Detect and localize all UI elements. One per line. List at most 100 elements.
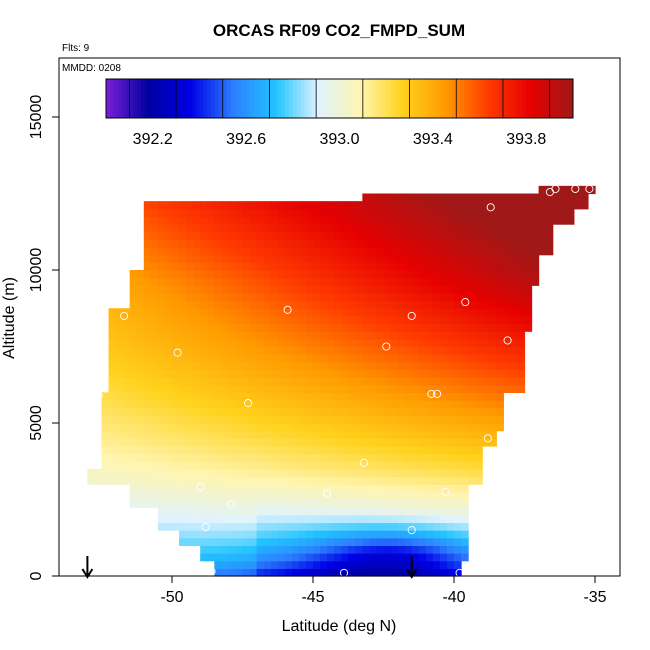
colorbar-tick-label: 393.4: [413, 131, 453, 148]
heatmap-cell: [164, 377, 173, 386]
heatmap-cell: [376, 514, 385, 524]
heatmap-cell: [446, 553, 455, 562]
heatmap-cell: [320, 338, 328, 348]
heatmap-cell: [193, 468, 201, 478]
heatmap-cell: [291, 453, 300, 462]
heatmap-cell: [320, 292, 328, 302]
sample-point: [433, 389, 442, 398]
heatmap-cell: [200, 514, 208, 524]
heatmap-cell: [517, 285, 526, 294]
heatmap-cell: [439, 499, 448, 508]
heatmap-cell: [172, 377, 180, 386]
heatmap-cell: [136, 392, 145, 401]
heatmap-cell: [468, 392, 476, 401]
heatmap-cell: [242, 499, 251, 508]
heatmap-cell: [221, 208, 229, 218]
heatmap-cell: [348, 400, 356, 409]
heatmap-cell: [284, 208, 293, 218]
heatmap-cell: [348, 354, 356, 363]
heatmap-cell: [390, 407, 399, 416]
heatmap-cell: [461, 201, 469, 210]
heatmap-cell: [150, 254, 159, 263]
heatmap-cell: [341, 415, 349, 424]
heatmap-cell: [179, 292, 187, 302]
heatmap-cell: [468, 415, 476, 424]
heatmap-cell: [235, 285, 244, 294]
heatmap-cell: [397, 292, 406, 302]
heatmap-cell: [221, 392, 229, 401]
heatmap-cell: [439, 315, 448, 325]
heatmap-cell: [235, 216, 244, 225]
heatmap-cell: [454, 308, 462, 317]
heatmap-cell: [362, 277, 370, 286]
heatmap-cell: [235, 415, 244, 424]
heatmap-cell: [164, 361, 173, 371]
heatmap-cell: [157, 277, 166, 286]
heatmap-cell: [411, 354, 420, 363]
heatmap-cell: [383, 530, 392, 539]
heatmap-cell: [355, 568, 363, 577]
heatmap-cell: [355, 247, 363, 256]
heatmap-cell: [284, 553, 293, 562]
heatmap-cell: [397, 514, 406, 524]
heatmap-cell: [214, 530, 222, 539]
heatmap-cell: [376, 239, 385, 248]
heatmap-cell: [489, 285, 497, 294]
heatmap-cell: [256, 308, 265, 317]
heatmap-cell: [235, 522, 244, 531]
heatmap-cell: [298, 231, 307, 240]
heatmap-cell: [454, 499, 462, 508]
heatmap-cell: [489, 415, 497, 424]
heatmap-cell: [263, 514, 272, 524]
heatmap-cell: [143, 338, 152, 348]
heatmap-cell: [397, 354, 406, 363]
heatmap-cell: [193, 491, 201, 501]
heatmap-cell: [172, 331, 180, 340]
heatmap-cell: [157, 254, 166, 263]
heatmap-cell: [172, 507, 180, 516]
heatmap-cell: [228, 491, 237, 501]
heatmap-cell: [461, 407, 469, 416]
heatmap-cell: [277, 285, 286, 294]
heatmap-cell: [157, 292, 166, 302]
heatmap-cell: [524, 254, 533, 263]
heatmap-cell: [291, 400, 300, 409]
heatmap-cell: [228, 201, 237, 210]
heatmap-cell: [531, 254, 540, 263]
colorbar-segment: [467, 79, 473, 118]
heatmap-cell: [496, 292, 504, 302]
x-tick-label: -40: [442, 589, 465, 606]
heatmap-cell: [179, 400, 187, 409]
heatmap-cell: [193, 285, 201, 294]
heatmap-cell: [214, 308, 222, 317]
heatmap-cell: [482, 254, 490, 263]
colorbar-segment: [253, 79, 259, 118]
heatmap-cell: [179, 438, 187, 447]
date-note: MMDD: 0208: [62, 63, 121, 74]
heatmap-cell: [510, 270, 519, 279]
heatmap-cell: [101, 392, 110, 401]
colorbar-segment: [444, 79, 449, 118]
heatmap-cell: [334, 208, 342, 218]
heatmap-cell: [122, 346, 131, 355]
heatmap-cell: [390, 331, 399, 340]
heatmap-cell: [369, 323, 378, 332]
colorbar-segment: [331, 79, 337, 118]
heatmap-cell: [446, 507, 455, 516]
heatmap-cell: [143, 216, 152, 225]
heatmap-cell: [200, 262, 208, 271]
heatmap-cell: [446, 430, 455, 439]
heatmap-cell: [235, 270, 244, 279]
heatmap-cell: [397, 369, 406, 378]
heatmap-cell: [376, 476, 385, 485]
heatmap-cell: [341, 338, 349, 348]
heatmap-cell: [432, 522, 441, 531]
heatmap-cell: [172, 285, 180, 294]
heatmap-cell: [101, 430, 110, 439]
heatmap-cell: [143, 392, 152, 401]
heatmap-cell: [439, 468, 448, 478]
heatmap-cell: [291, 315, 300, 325]
heatmap-cell: [249, 545, 258, 554]
heatmap-cell: [150, 453, 159, 462]
heatmap-cell: [242, 262, 251, 271]
